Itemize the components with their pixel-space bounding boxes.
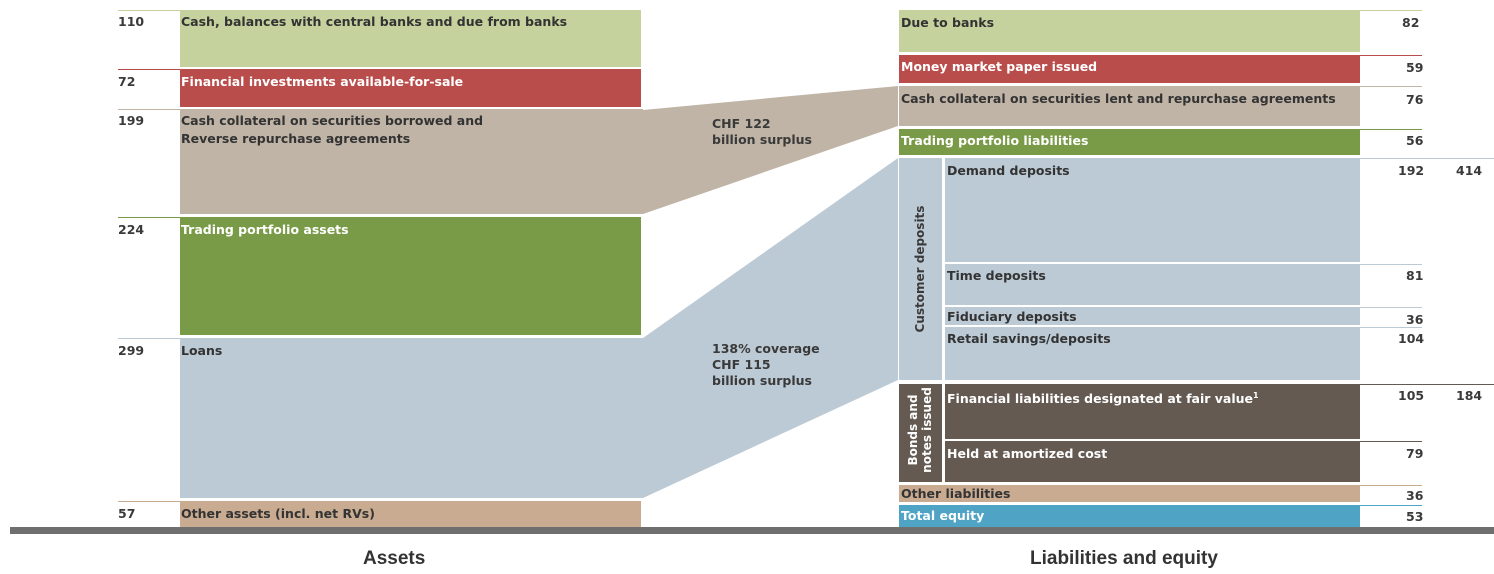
asset-rule <box>118 501 180 502</box>
deposit-block-demand <box>945 158 1360 262</box>
asset-value: 224 <box>118 222 145 237</box>
asset-label: Other assets (incl. net RVs) <box>181 506 375 521</box>
asset-value: 299 <box>118 343 145 358</box>
deposit-label: Fiduciary deposits <box>947 309 1077 324</box>
asset-block-cash-collateral <box>180 109 643 214</box>
liability-rule <box>1360 505 1422 506</box>
liability-block-trading <box>899 129 1360 155</box>
customer-deposits-group-label: Customer deposits <box>913 205 927 333</box>
bond-label: Held at amortized cost <box>947 446 1108 461</box>
liability-rule <box>1360 10 1422 11</box>
deposit-block-retail <box>945 327 1360 380</box>
asset-label: Cash collateral on securities borrowed a… <box>181 113 484 128</box>
liability-block-equity <box>899 505 1360 528</box>
customer-deposits-total-rule <box>1422 158 1494 159</box>
liability-rule <box>1360 129 1422 130</box>
bonds-group-bar <box>899 384 942 482</box>
liability-block-other <box>899 485 1360 502</box>
asset-label: Trading portfolio assets <box>181 222 349 237</box>
deposit-value: 104 <box>1398 331 1425 346</box>
liability-value: 53 <box>1406 509 1424 524</box>
collateral-surplus-band <box>643 86 898 214</box>
liability-label: Other liabilities <box>901 486 1011 501</box>
liability-rule <box>1360 55 1422 56</box>
surplus-text: billion surplus <box>712 373 812 388</box>
liability-rule <box>1360 86 1422 87</box>
asset-block-loans <box>180 338 643 498</box>
deposit-label: Retail savings/deposits <box>947 331 1111 346</box>
bond-value: 79 <box>1406 446 1424 461</box>
liability-block-money-market <box>899 55 1360 83</box>
deposit-label: Demand deposits <box>947 163 1070 178</box>
asset-value: 199 <box>118 113 145 128</box>
customer-deposits-total: 414 <box>1456 163 1483 178</box>
deposit-label: Time deposits <box>947 268 1046 283</box>
bond-label: Financial liabilities designated at fair… <box>947 388 1259 407</box>
bonds-total: 184 <box>1456 388 1483 403</box>
baseline <box>10 527 1494 534</box>
liability-label: Trading portfolio liabilities <box>901 133 1089 148</box>
deposit-rule <box>1360 327 1422 328</box>
customer-deposits-group-bar <box>899 158 942 380</box>
deposit-value: 36 <box>1406 312 1424 327</box>
bond-rule <box>1360 441 1422 442</box>
footnote-marker: 1 <box>1253 391 1259 400</box>
asset-value: 72 <box>118 74 136 89</box>
bonds-group-label-line: notes issued <box>920 387 934 473</box>
asset-block-cash <box>180 10 641 67</box>
asset-block-trading <box>180 217 641 335</box>
liabilities-title: Liabilities and equity <box>1030 548 1218 569</box>
deposit-block-fiduciary <box>945 307 1360 325</box>
surplus-annotation-2: 138% coverage CHF 115 billion surplus <box>712 341 820 389</box>
bond-label-text: Financial liabilities designated at fair… <box>947 391 1254 407</box>
liability-block-due-to-banks <box>899 10 1360 52</box>
liability-block-cash-collateral <box>899 86 1360 126</box>
surplus-text: 138% coverage <box>712 341 820 356</box>
surplus-text: CHF 122 <box>712 116 771 131</box>
bond-value: 105 <box>1398 388 1425 403</box>
asset-rule <box>118 338 180 339</box>
asset-rule <box>118 10 180 11</box>
liability-label: Cash collateral on securities lent and r… <box>901 91 1336 106</box>
asset-value: 110 <box>118 14 145 29</box>
liability-value: 36 <box>1406 488 1424 503</box>
liability-label: Money market paper issued <box>901 59 1098 74</box>
liability-rule <box>1360 485 1422 486</box>
deposit-value: 192 <box>1398 163 1425 178</box>
surplus-annotation-1: CHF 122 billion surplus <box>712 116 812 148</box>
bond-block-fair-value <box>945 384 1360 439</box>
asset-block-other <box>180 501 641 528</box>
liability-label: Due to banks <box>901 15 995 30</box>
bond-block-amortized <box>945 441 1360 482</box>
liability-label: Total equity <box>901 508 985 523</box>
bonds-group-label-line: Bonds and <box>906 394 920 466</box>
asset-value: 57 <box>118 506 136 521</box>
bonds-total-rule <box>1422 384 1494 385</box>
deposit-block-time <box>945 264 1360 305</box>
deposit-rule <box>1360 307 1422 308</box>
deposit-rule <box>1360 264 1422 265</box>
asset-rule <box>118 69 180 70</box>
assets-title: Assets <box>363 548 426 569</box>
asset-label: Cash, balances with central banks and du… <box>181 14 568 29</box>
loans-coverage-band <box>643 158 898 498</box>
asset-rule <box>118 109 180 110</box>
asset-label: Financial investments available-for-sale <box>181 74 464 89</box>
deposit-value: 81 <box>1406 268 1424 283</box>
asset-block-fin-investments <box>180 69 641 107</box>
bonds-group-label: Bonds and notes issued <box>906 380 934 480</box>
asset-rule <box>118 217 180 218</box>
deposit-rule <box>1360 158 1422 159</box>
surplus-text: billion surplus <box>712 132 812 147</box>
liability-value: 56 <box>1406 133 1424 148</box>
asset-label: Loans <box>181 343 223 358</box>
liability-value: 76 <box>1406 92 1424 107</box>
liability-value: 59 <box>1406 60 1424 75</box>
bond-rule <box>1360 384 1422 385</box>
asset-label: Reverse repurchase agreements <box>181 131 411 146</box>
liability-value: 82 <box>1402 15 1420 30</box>
surplus-text: CHF 115 <box>712 357 771 372</box>
